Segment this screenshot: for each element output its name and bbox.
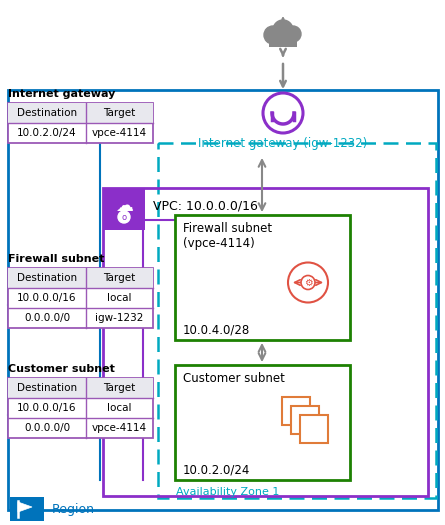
- Text: o: o: [121, 213, 126, 222]
- FancyBboxPatch shape: [282, 397, 310, 425]
- Text: Internet gateway (igw-1232): Internet gateway (igw-1232): [198, 138, 368, 151]
- FancyBboxPatch shape: [8, 103, 153, 143]
- FancyBboxPatch shape: [300, 415, 328, 443]
- Circle shape: [273, 20, 293, 40]
- Polygon shape: [18, 502, 32, 512]
- Text: Target: Target: [103, 273, 136, 283]
- Text: 0.0.0.0/0: 0.0.0.0/0: [24, 313, 70, 323]
- FancyBboxPatch shape: [175, 365, 350, 480]
- Text: Destination: Destination: [17, 273, 77, 283]
- Bar: [269, 39, 297, 47]
- Text: Destination: Destination: [17, 383, 77, 393]
- Text: ☁: ☁: [115, 197, 133, 215]
- Text: igw-1232: igw-1232: [95, 313, 144, 323]
- FancyBboxPatch shape: [8, 268, 153, 288]
- FancyBboxPatch shape: [10, 497, 44, 521]
- Text: Region: Region: [52, 502, 95, 516]
- Text: 10.0.2.0/24: 10.0.2.0/24: [17, 128, 77, 138]
- FancyBboxPatch shape: [103, 188, 145, 230]
- FancyBboxPatch shape: [8, 378, 153, 398]
- Text: (vpce-4114): (vpce-4114): [183, 236, 255, 249]
- Circle shape: [264, 26, 282, 44]
- Text: local: local: [107, 403, 132, 413]
- Ellipse shape: [269, 28, 297, 44]
- Text: 10.0.0.0/16: 10.0.0.0/16: [17, 403, 77, 413]
- FancyBboxPatch shape: [291, 406, 319, 434]
- Text: Customer subnet: Customer subnet: [8, 364, 115, 374]
- Text: vpce-4114: vpce-4114: [92, 128, 147, 138]
- Circle shape: [118, 211, 130, 223]
- FancyBboxPatch shape: [8, 378, 153, 438]
- Circle shape: [301, 276, 315, 289]
- Text: 10.0.2.0/24: 10.0.2.0/24: [183, 464, 251, 477]
- Text: Target: Target: [103, 383, 136, 393]
- Text: 10.0.4.0/28: 10.0.4.0/28: [183, 323, 250, 337]
- Text: 10.0.0.0/16: 10.0.0.0/16: [17, 293, 77, 303]
- Circle shape: [285, 26, 301, 42]
- Text: Internet gateway: Internet gateway: [8, 89, 115, 99]
- Text: vpce-4114: vpce-4114: [92, 423, 147, 433]
- FancyBboxPatch shape: [8, 268, 153, 328]
- Text: ⚙: ⚙: [303, 278, 312, 289]
- Text: Availability Zone 1: Availability Zone 1: [176, 487, 279, 497]
- Text: 0.0.0.0/0: 0.0.0.0/0: [24, 423, 70, 433]
- Text: VPC: 10.0.0.0/16: VPC: 10.0.0.0/16: [153, 200, 258, 213]
- Text: local: local: [107, 293, 132, 303]
- Circle shape: [263, 93, 303, 133]
- Text: Firewall subnet: Firewall subnet: [183, 223, 272, 236]
- Text: Destination: Destination: [17, 108, 77, 118]
- Text: Target: Target: [103, 108, 136, 118]
- FancyBboxPatch shape: [8, 103, 153, 123]
- Text: Firewall subnet: Firewall subnet: [8, 254, 105, 264]
- Text: Customer subnet: Customer subnet: [183, 373, 285, 385]
- Circle shape: [288, 262, 328, 302]
- FancyBboxPatch shape: [175, 215, 350, 340]
